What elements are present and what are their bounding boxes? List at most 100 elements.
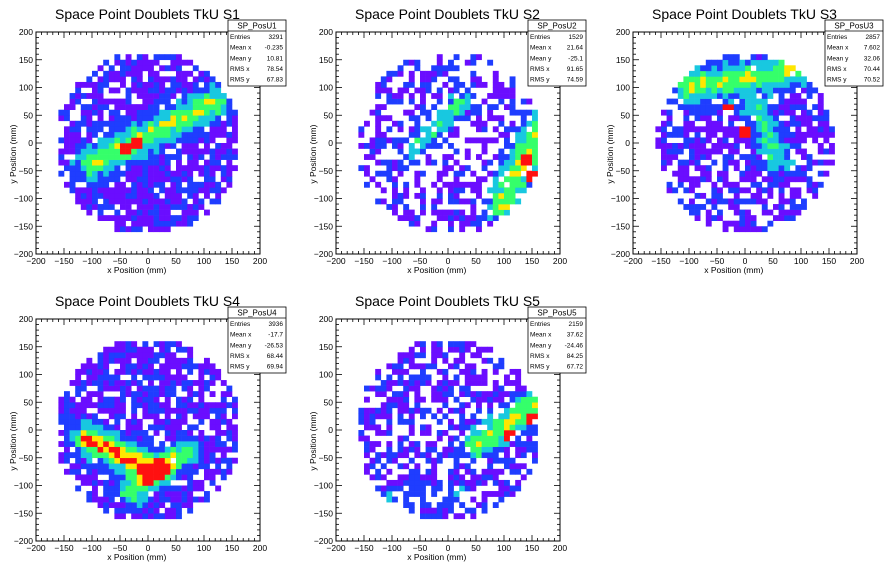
heatmap-cell (442, 70, 449, 77)
heatmap-cell (148, 396, 154, 403)
heatmap-cell (181, 374, 188, 381)
heatmap-cell (375, 441, 382, 447)
heatmap-cell (204, 385, 210, 392)
heatmap-cell (192, 215, 199, 221)
heatmap-cell (164, 474, 171, 481)
heatmap-cell (386, 126, 393, 133)
heatmap-cell (375, 385, 382, 392)
heatmap-cell (464, 380, 471, 386)
heatmap-cell (131, 65, 138, 72)
heatmap-cell (532, 430, 538, 436)
heatmap-cell (120, 435, 126, 442)
heatmap-cell (515, 159, 522, 166)
heatmap-cell (209, 126, 216, 133)
heatmap-cell (176, 507, 182, 514)
heatmap-cell (187, 120, 194, 127)
heatmap-cell (187, 126, 194, 133)
heatmap-cell (120, 430, 126, 436)
heatmap-cell (492, 424, 499, 431)
heatmap-cell (745, 104, 751, 110)
heatmap-cell (114, 59, 121, 66)
heatmap-cell (226, 170, 233, 177)
heatmap-cell (459, 441, 466, 447)
heatmap-cell (181, 357, 188, 364)
heatmap-cell (442, 413, 449, 420)
heatmap-cell (209, 120, 216, 127)
heatmap-cell (153, 109, 160, 116)
heatmap-cell (784, 198, 791, 205)
heatmap-cell (92, 109, 98, 116)
heatmap-cell (761, 70, 768, 77)
heatmap-cell (672, 187, 679, 194)
heatmap-cell (509, 126, 516, 133)
y-tick-label: 200 (319, 27, 333, 37)
heatmap-cell (739, 115, 746, 122)
heatmap-cell (425, 446, 432, 453)
heatmap-cell (131, 441, 138, 447)
x-tick-label: 100 (497, 256, 511, 266)
heatmap-cell (700, 170, 707, 177)
heatmap-cell (817, 115, 824, 122)
heatmap-cell (487, 137, 494, 144)
heatmap-cell (142, 148, 149, 155)
heatmap-cell (215, 407, 222, 414)
heatmap-cell (789, 115, 796, 122)
heatmap-cell (159, 341, 166, 348)
heatmap-cell (86, 368, 93, 375)
heatmap-cell (397, 98, 404, 105)
heatmap-cell (80, 148, 87, 155)
heatmap-cell (448, 131, 454, 138)
heatmap-cell (92, 441, 98, 447)
heatmap-cell (515, 413, 522, 420)
heatmap-cell (375, 120, 382, 127)
heatmap-cell (448, 491, 454, 497)
heatmap-cell (114, 137, 121, 144)
heatmap-cell (408, 70, 415, 77)
heatmap-cell (153, 507, 160, 514)
heatmap-cell (92, 368, 98, 375)
heatmap-cell (431, 479, 438, 486)
heatmap-cell (103, 452, 110, 459)
heatmap-cell (176, 513, 182, 520)
heatmap-cell (408, 148, 415, 155)
heatmap-cell (92, 170, 98, 177)
heatmap-cell (498, 154, 505, 160)
heatmap-cell (711, 192, 718, 199)
heatmap-cell (728, 181, 735, 188)
heatmap-cell (431, 159, 438, 166)
heatmap-cell (364, 143, 370, 149)
heatmap-cell (784, 165, 791, 172)
heatmap-cell (204, 407, 210, 414)
heatmap-cell (131, 165, 138, 172)
heatmap-cell (131, 154, 138, 160)
stats-value: 1529 (569, 34, 584, 41)
heatmap-cell (487, 346, 494, 353)
heatmap-cell (69, 137, 76, 144)
heatmap-cell (470, 457, 477, 464)
heatmap-cell (136, 396, 143, 403)
heatmap-cell (414, 215, 421, 221)
heatmap-cell (142, 93, 149, 99)
heatmap-cell (492, 430, 499, 436)
heatmap-cell (142, 468, 149, 475)
heatmap-cell (750, 109, 757, 116)
heatmap-cell (192, 120, 199, 127)
heatmap-cell (148, 143, 154, 149)
heatmap-cell (108, 463, 115, 470)
heatmap-cell (705, 93, 712, 99)
heatmap-cell (515, 418, 522, 425)
heatmap-cell (520, 463, 527, 470)
heatmap-cell (817, 120, 824, 127)
heatmap-cell (114, 418, 121, 425)
heatmap-cell (761, 198, 768, 205)
heatmap-cell (515, 374, 522, 381)
heatmap-cell (369, 385, 376, 392)
heatmap-cell (153, 468, 160, 475)
heatmap-cell (487, 435, 494, 442)
heatmap-cell (209, 76, 216, 83)
heatmap-cell (403, 165, 410, 172)
heatmap-cell (767, 76, 774, 83)
heatmap-cell (420, 148, 426, 155)
heatmap-cell (198, 187, 205, 194)
heatmap-cell (403, 418, 410, 425)
